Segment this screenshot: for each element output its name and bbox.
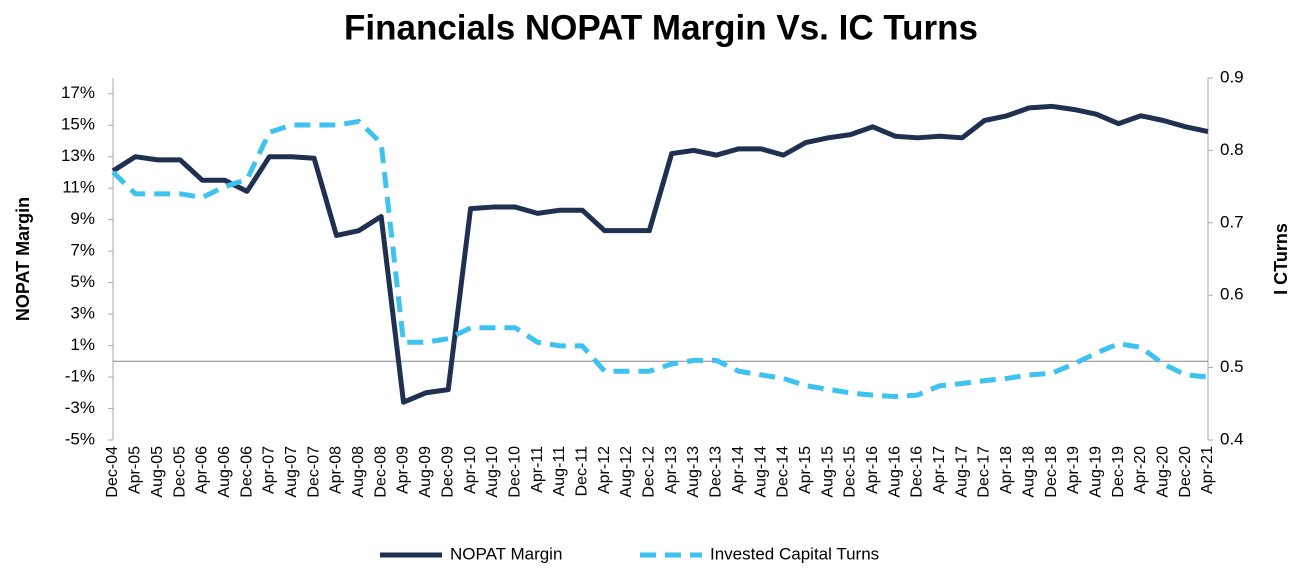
series-line: [111, 103, 1209, 405]
x-tick-label: Aug-07: [283, 446, 300, 498]
x-tick-label: Dec-05: [171, 446, 188, 498]
x-tick-label: Aug-15: [819, 446, 836, 498]
x-tick-label: Aug-17: [953, 446, 970, 498]
y-tick-label: 7%: [70, 241, 95, 260]
x-tick-label: Apr-14: [730, 446, 747, 494]
x-tick-label: Apr-16: [864, 446, 881, 494]
x-tick-label: Apr-10: [462, 446, 479, 494]
series-line: [111, 118, 1209, 400]
y-tick-label: 3%: [70, 304, 95, 323]
y-tick-label: -1%: [65, 367, 95, 386]
x-tick-label: Aug-13: [685, 446, 702, 498]
x-tick-label: Aug-18: [1020, 446, 1037, 498]
x-tick-label: Dec-11: [574, 446, 591, 496]
x-tick-label: Aug-06: [216, 446, 233, 498]
x-tick-label: Aug-11: [551, 446, 568, 497]
x-tick-label: Apr-08: [328, 446, 345, 494]
x-tick-label: Dec-14: [775, 446, 792, 498]
x-tick-label: Aug-20: [1155, 446, 1172, 498]
x-tick-label: Dec-04: [104, 446, 121, 498]
x-tick-label: Apr-18: [998, 446, 1015, 494]
x-tick-label: Apr-20: [1132, 446, 1149, 494]
x-tick-label: Apr-09: [395, 446, 412, 494]
y-tick-label: 15%: [61, 115, 95, 134]
x-tick-label: Aug-10: [484, 446, 501, 498]
y-tick-label: 9%: [70, 209, 95, 228]
x-tick-label: Dec-15: [842, 446, 859, 498]
x-tick-label: Apr-17: [931, 446, 948, 494]
chart-title: Financials NOPAT Margin Vs. IC Turns: [344, 8, 978, 47]
x-tick-label: Dec-19: [1110, 446, 1127, 498]
y-tick-label: 11%: [62, 178, 95, 197]
x-tick-label: Apr-12: [596, 446, 613, 494]
x-tick-label: Apr-05: [127, 446, 144, 494]
x-tick-label: Aug-14: [752, 446, 769, 498]
x-tick-label: Aug-12: [618, 446, 635, 498]
y2-axis-label: I CTurns: [1271, 223, 1291, 295]
x-tick-label: Apr-06: [194, 446, 211, 494]
y2-tick-label: 0.6: [1220, 285, 1244, 304]
x-tick-label: Dec-16: [909, 446, 926, 498]
y2-tick-label: 0.5: [1220, 357, 1244, 376]
y2-tick-label: 0.9: [1220, 67, 1244, 86]
y-tick-label: 1%: [70, 335, 95, 354]
x-tick-label: Dec-12: [641, 446, 658, 498]
x-tick-label: Apr-13: [663, 446, 680, 494]
y-tick-label: -3%: [65, 398, 95, 417]
x-tick-label: Apr-07: [261, 446, 278, 494]
legend-label: Invested Capital Turns: [710, 544, 879, 563]
y-axis-label: NOPAT Margin: [13, 197, 33, 321]
legend-label: NOPAT Margin: [450, 544, 562, 563]
y-tick-label: 13%: [61, 146, 95, 165]
x-tick-label: Dec-17: [976, 446, 993, 498]
x-tick-label: Apr-21: [1199, 446, 1216, 494]
y2-tick-label: 0.7: [1220, 212, 1244, 231]
x-tick-label: Dec-08: [372, 446, 389, 498]
y2-tick-label: 0.4: [1220, 429, 1244, 448]
x-tick-label: Aug-05: [149, 446, 166, 498]
x-tick-label: Aug-16: [886, 446, 903, 498]
y-tick-label: 5%: [70, 272, 95, 291]
x-tick-label: Dec-06: [238, 446, 255, 498]
y2-tick-label: 0.8: [1220, 140, 1244, 159]
x-tick-label: Dec-20: [1177, 446, 1194, 498]
x-tick-label: Dec-10: [506, 446, 523, 498]
x-tick-label: Apr-11: [529, 446, 546, 493]
x-tick-label: Aug-08: [350, 446, 367, 498]
x-tick-label: Aug-09: [417, 446, 434, 498]
y-tick-label: 17%: [61, 83, 95, 102]
x-tick-label: Dec-18: [1043, 446, 1060, 498]
x-tick-label: Apr-19: [1065, 446, 1082, 494]
x-tick-label: Dec-07: [305, 446, 322, 498]
x-tick-label: Aug-19: [1087, 446, 1104, 498]
x-tick-label: Dec-13: [708, 446, 725, 498]
x-tick-label: Dec-09: [439, 446, 456, 498]
x-tick-label: Apr-15: [797, 446, 814, 494]
y-tick-label: -5%: [65, 429, 95, 448]
